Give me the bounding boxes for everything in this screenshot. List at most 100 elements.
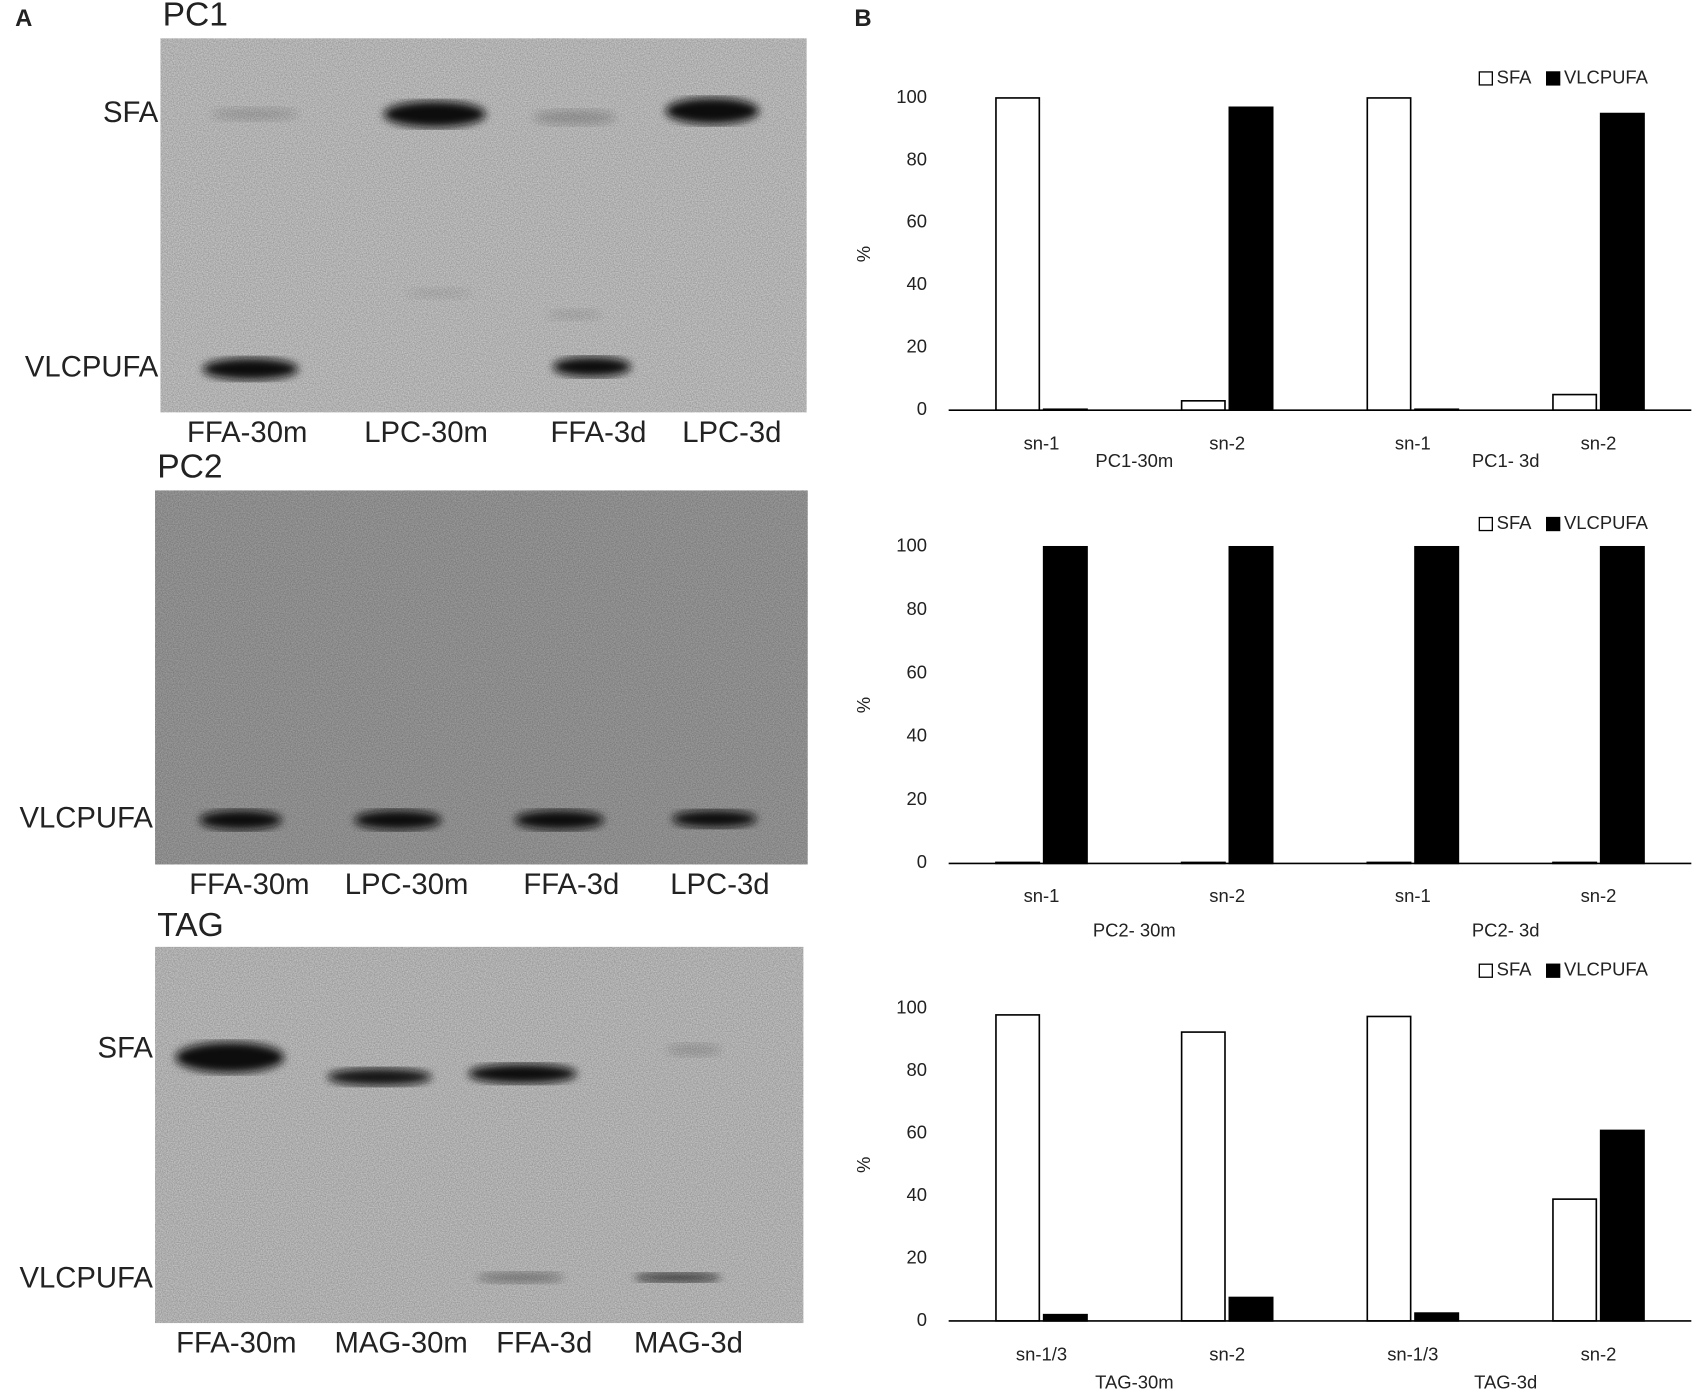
gel-band	[354, 810, 442, 830]
gel-band	[547, 309, 602, 321]
gel-band	[552, 357, 631, 377]
bar	[1228, 106, 1274, 412]
gel-lane-label: FFA-3d	[496, 1327, 592, 1359]
legend-swatch	[1478, 516, 1493, 532]
y-tick-label: 20	[906, 1246, 927, 1267]
legend-swatch	[1478, 963, 1493, 978]
x-tick-label: sn-1/3	[1387, 1343, 1438, 1364]
bar	[1180, 400, 1226, 412]
y-tick-label: 80	[906, 148, 927, 169]
y-tick-label: 80	[906, 598, 927, 619]
legend-swatch	[1546, 516, 1561, 532]
x-tick-label: sn-1	[1024, 885, 1060, 906]
gel-row-label: SFA	[103, 97, 159, 129]
x-tick-label: sn-1/3	[1016, 1343, 1067, 1364]
y-tick-label: 60	[906, 661, 927, 682]
x-tick-label: sn-2	[1209, 433, 1245, 454]
gel-lane-label: LPC-3d	[682, 417, 781, 449]
x-tick-label: sn-2	[1581, 1343, 1617, 1364]
group-label: PC1-30m	[1095, 450, 1173, 471]
x-tick-label: sn-2	[1209, 885, 1245, 906]
y-tick-label: 20	[906, 788, 927, 809]
gel-band	[383, 101, 486, 128]
x-tick-label: sn-1	[1395, 433, 1431, 454]
x-tick-label: sn-2	[1581, 885, 1617, 906]
y-tick-label: 100	[896, 997, 927, 1018]
gel-band	[327, 1068, 432, 1086]
y-tick-label: 0	[917, 851, 927, 872]
bar	[1552, 1198, 1598, 1322]
y-tick-label: 20	[906, 336, 927, 357]
gel-band	[533, 109, 616, 126]
y-tick-label: 40	[906, 1184, 927, 1205]
x-tick-label: sn-2	[1581, 433, 1617, 454]
gel-band	[468, 1063, 577, 1084]
gel-noise	[160, 38, 807, 413]
gel-row-label: VLCPUFA	[19, 803, 153, 835]
legend-label: SFA	[1497, 512, 1533, 533]
legend-label: SFA	[1497, 959, 1533, 980]
bar	[1599, 545, 1645, 865]
bar	[995, 97, 1041, 412]
gel-band	[202, 358, 299, 380]
bar	[1366, 1015, 1412, 1322]
bar	[1228, 1296, 1274, 1322]
gel-lane-label: FFA-30m	[176, 1327, 296, 1359]
gel-lane-label: FFA-30m	[189, 869, 309, 901]
y-axis-label: %	[853, 697, 874, 713]
y-tick-label: 60	[906, 211, 927, 232]
gel-band	[666, 1043, 721, 1057]
bar	[1552, 393, 1598, 412]
x-tick-label: sn-2	[1209, 1343, 1245, 1364]
gel-lane-label: LPC-3d	[670, 869, 769, 901]
bar	[1599, 112, 1645, 412]
x-tick-label: sn-1	[1024, 433, 1060, 454]
gel-band	[175, 1042, 285, 1073]
gel-noise	[155, 490, 808, 865]
legend-swatch	[1546, 71, 1561, 86]
gel-band	[477, 1272, 564, 1283]
y-tick-label: 100	[896, 86, 927, 107]
legend-swatch	[1478, 71, 1493, 86]
bar	[1599, 1129, 1645, 1322]
group-label: PC2- 30m	[1093, 920, 1176, 941]
group-label: PC2- 3d	[1472, 920, 1540, 941]
gel-lane-label: LPC-30m	[364, 417, 488, 449]
bar	[1180, 1031, 1226, 1322]
group-label: PC1- 3d	[1472, 450, 1540, 471]
legend-label: SFA	[1497, 66, 1533, 87]
gel-lane-label: FFA-3d	[523, 869, 619, 901]
y-tick-label: 40	[906, 725, 927, 746]
gel-band	[199, 810, 282, 830]
gel-band	[665, 97, 759, 124]
y-axis-label: %	[853, 246, 874, 262]
bar	[1414, 545, 1460, 865]
gel-title: TAG	[157, 907, 224, 944]
group-label: TAG-3d	[1474, 1372, 1537, 1393]
gel-band	[634, 1273, 721, 1282]
group-label: TAG-30m	[1095, 1372, 1173, 1393]
legend-swatch	[1546, 963, 1561, 978]
gel-title: PC1	[163, 0, 228, 34]
gel-lane-label: MAG-3d	[634, 1327, 743, 1359]
gel-row-label: SFA	[98, 1033, 154, 1065]
x-tick-label: sn-1	[1395, 885, 1431, 906]
gel-band	[514, 810, 604, 830]
gel-lane-label: LPC-30m	[345, 869, 469, 901]
y-axis-label: %	[853, 1157, 874, 1173]
gel-lane-label: FFA-30m	[187, 417, 307, 449]
y-tick-label: 0	[917, 1309, 927, 1330]
bar	[1042, 1313, 1088, 1322]
legend-label: VLCPUFA	[1564, 512, 1649, 533]
gel-row-label: VLCPUFA	[19, 1262, 153, 1294]
bar	[1414, 1312, 1460, 1322]
y-tick-label: 40	[906, 273, 927, 294]
panel-label: A	[15, 5, 32, 32]
legend-label: VLCPUFA	[1564, 66, 1649, 87]
gel-title: PC2	[157, 449, 222, 486]
gel-row-label: VLCPUFA	[25, 352, 159, 384]
gel-band	[406, 287, 472, 299]
bar	[995, 1014, 1041, 1322]
